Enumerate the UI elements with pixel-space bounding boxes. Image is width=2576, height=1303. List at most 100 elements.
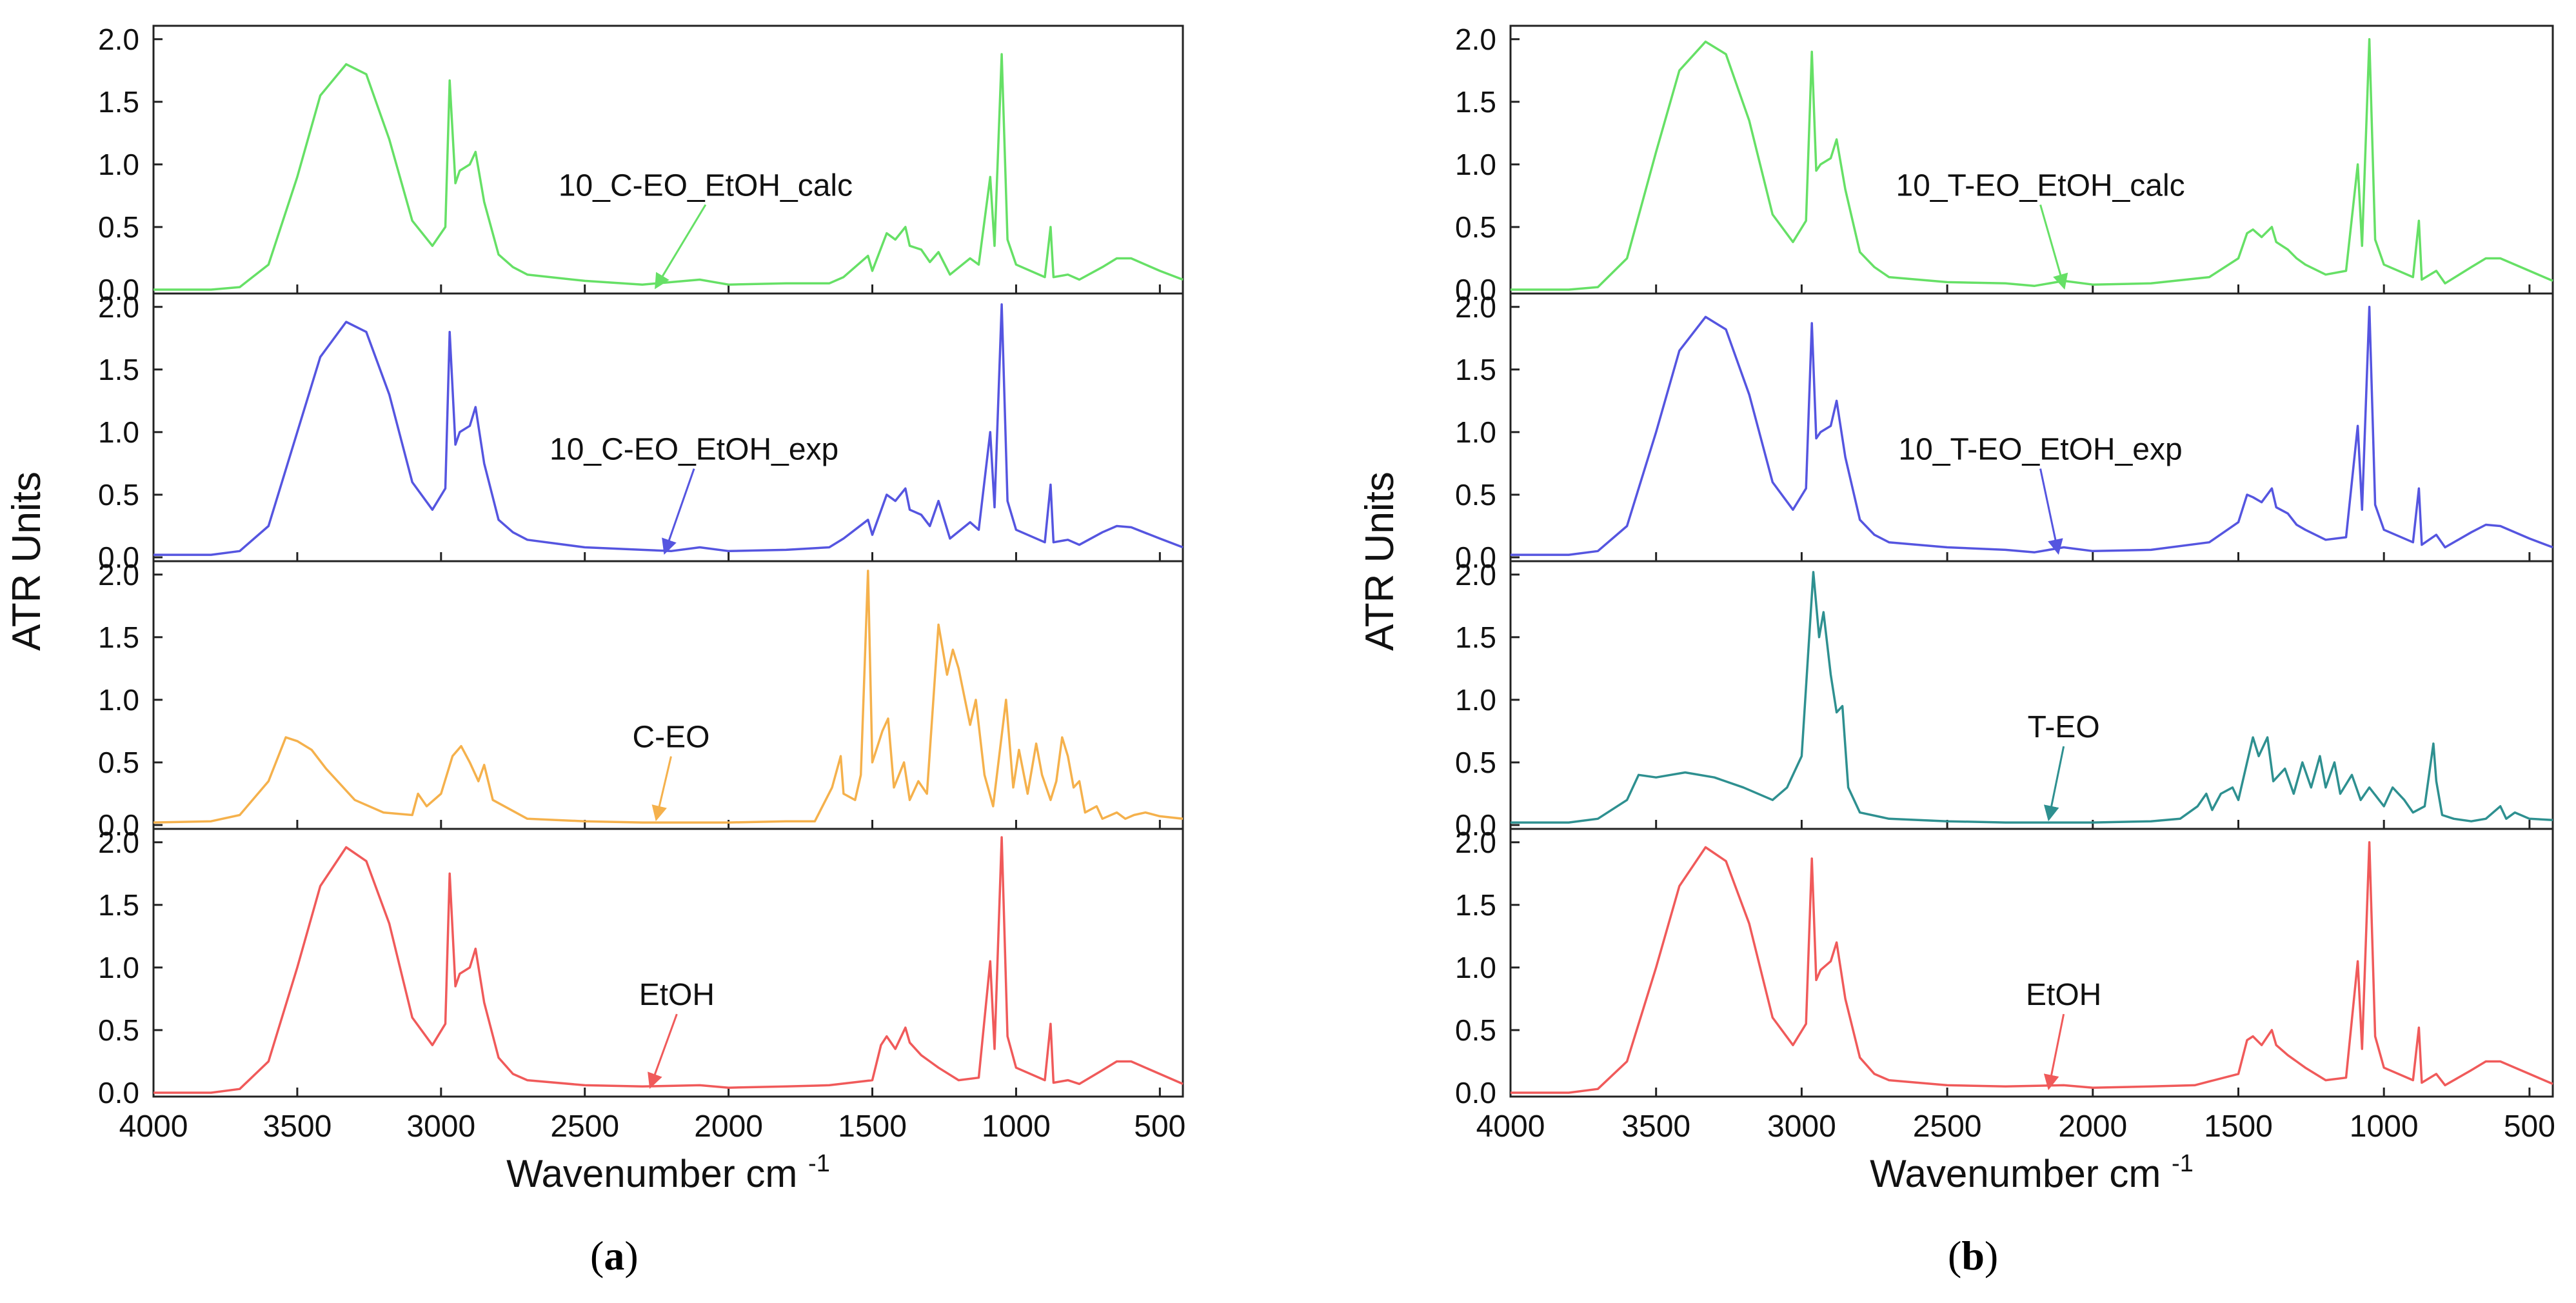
annotation-arrow [2043,1013,2065,1091]
x-axis-label-superscript: -1 [2172,1150,2194,1177]
y-tick-label: 1.5 [1455,621,1496,654]
y-tick-label: 0.0 [1455,1076,1496,1109]
subplot-b-2: 0.0 0.5 1.0 1.5 2.0 T-EO [1455,558,2554,842]
x-tick-label: 1500 [2204,1109,2273,1144]
y-tick-label: 1.0 [98,415,139,449]
series-label-10_C-EO_EtOH_calc: 10_C-EO_EtOH_calc [559,168,853,203]
x-tick-label: 500 [2504,1109,2555,1144]
y-tick-label: 2.0 [98,826,139,859]
annotation-arrow [651,756,672,822]
x-axis-label-text: Wavenumber cm [506,1152,808,1195]
subplot-frame [1509,560,2554,830]
caption-letter-a: a [604,1233,625,1278]
y-tick-label: 1.5 [98,85,139,119]
y-tick-label: 0.5 [1455,1013,1496,1047]
y-tick-label: 0.5 [1455,478,1496,512]
y-tick-label: 1.0 [1455,683,1496,717]
x-tick-label: 2000 [694,1109,763,1144]
subplot-a-3: 0.0 0.5 1.0 1.5 2.0 EtOH [98,826,1184,1109]
spectrum-line-10_C-EO_EtOH_calc [154,53,1184,291]
y-tick-label: 1.0 [1455,415,1496,449]
subplot-a-2: 0.0 0.5 1.0 1.5 2.0 C-EO [98,558,1184,842]
annotation-arrow [655,204,707,290]
y-tick-label: 1.5 [1455,85,1496,119]
y-tick-label: 0.0 [98,273,139,306]
x-tick-label: 3000 [1767,1109,1836,1144]
x-tick-label: 3500 [263,1109,332,1144]
subplot-frame [1509,25,2554,295]
subplot-frame [1509,292,2554,562]
x-tick-label: 2500 [550,1109,619,1144]
series-label-C-EO: C-EO [632,721,709,755]
y-tick-label: 2.0 [98,290,139,324]
y-tick-label: 0.0 [1455,808,1496,842]
y-tick-label: 1.0 [1455,148,1496,181]
series-label-10_C-EO_EtOH_exp: 10_C-EO_EtOH_exp [550,433,838,467]
x-tick-label: 1000 [982,1109,1051,1144]
spectrum-line-EtOH [154,836,1184,1094]
caption-open-b: ( [1948,1233,1962,1278]
annotation-arrow [2039,204,2068,290]
y-tick-label: 1.5 [98,621,139,654]
y-tick-label: 1.0 [98,148,139,181]
x-tick-label: 1000 [2350,1109,2419,1144]
subplot-b-3: 0.0 0.5 1.0 1.5 2.0 EtOH [1455,826,2554,1109]
subplot-a-0: 0.0 0.5 1.0 1.5 2.0 10_C-EO_EtOH_calc [98,23,1184,306]
x-tick-label: 1500 [838,1109,907,1144]
y-tick-label: 1.0 [98,683,139,717]
subplot-frame [152,25,1184,295]
y-tick-label: 0.0 [98,1076,139,1109]
y-tick-label: 0.5 [98,746,139,779]
caption-close-b: ) [1984,1233,1999,1278]
y-tick-label: 2.0 [1455,826,1496,859]
subplot-b-1: 0.0 0.5 1.0 1.5 2.0 10_T-EO_EtOH_exp [1455,290,2554,574]
y-tick-label: 2.0 [98,558,139,592]
panel-caption-b: (b) [1948,1232,1998,1280]
y-tick-label: 2.0 [1455,23,1496,56]
y-axis-label: ATR Units [1358,472,1402,651]
subplot-b-0: 0.0 0.5 1.0 1.5 2.0 10_T-EO_EtOH_calc [1455,23,2554,306]
subplot-frame [1509,828,2554,1098]
x-tick-label: 2000 [2058,1109,2127,1144]
y-tick-label: 1.5 [98,353,139,386]
x-tick-label: 500 [1134,1109,1185,1144]
spectrum-line-10_T-EO_EtOH_calc [1511,38,2553,291]
chart-panel-a: 0.0 0.5 1.0 1.5 2.0 10_C-EO_EtOH_calc 0.0 0.5 1.… [5,23,1185,1195]
series-label-EtOH: EtOH [2026,978,2101,1012]
annotation-arrow [2043,746,2065,822]
subplot-frame [152,292,1184,562]
spectrum-line-T-EO [1511,571,2553,824]
subplot-frame [152,828,1184,1098]
y-tick-label: 0.5 [1455,746,1496,779]
y-tick-label: 1.0 [98,951,139,984]
annotation-arrow [648,1013,678,1089]
y-tick-label: 2.0 [1455,558,1496,592]
y-tick-label: 1.5 [1455,353,1496,386]
y-tick-label: 2.0 [98,23,139,56]
x-tick-label: 3000 [406,1109,475,1144]
y-tick-label: 0.5 [1455,210,1496,244]
y-axis-label: ATR Units [5,472,49,651]
caption-letter-b: b [1961,1233,1985,1278]
x-axis-label: Wavenumber cm -1 [1870,1150,2194,1195]
y-tick-label: 1.5 [98,888,139,922]
y-tick-label: 0.0 [98,808,139,842]
annotation-arrow [2039,468,2063,555]
series-label-10_T-EO_EtOH_exp: 10_T-EO_EtOH_exp [1898,433,2182,467]
annotation-arrow [662,468,695,555]
y-tick-label: 1.0 [1455,951,1496,984]
y-tick-label: 2.0 [1455,290,1496,324]
series-label-T-EO: T-EO [2028,710,2100,744]
series-label-10_T-EO_EtOH_calc: 10_T-EO_EtOH_calc [1896,168,2185,203]
y-tick-label: 0.5 [98,1013,139,1047]
panel-caption-a: (a) [590,1232,639,1280]
x-axis-label-superscript: -1 [808,1150,830,1177]
subplot-a-1: 0.0 0.5 1.0 1.5 2.0 10_C-EO_EtOH_exp [98,290,1184,574]
x-axis-label: Wavenumber cm -1 [506,1150,830,1195]
caption-open-a: ( [590,1233,604,1278]
y-tick-label: 0.0 [98,541,139,574]
spectrum-line-C-EO [153,570,1184,824]
x-tick-label: 4000 [119,1109,188,1144]
chart-panel-b: 0.0 0.5 1.0 1.5 2.0 10_T-EO_EtOH_calc 0.0 0.5 1.… [1358,23,2555,1195]
